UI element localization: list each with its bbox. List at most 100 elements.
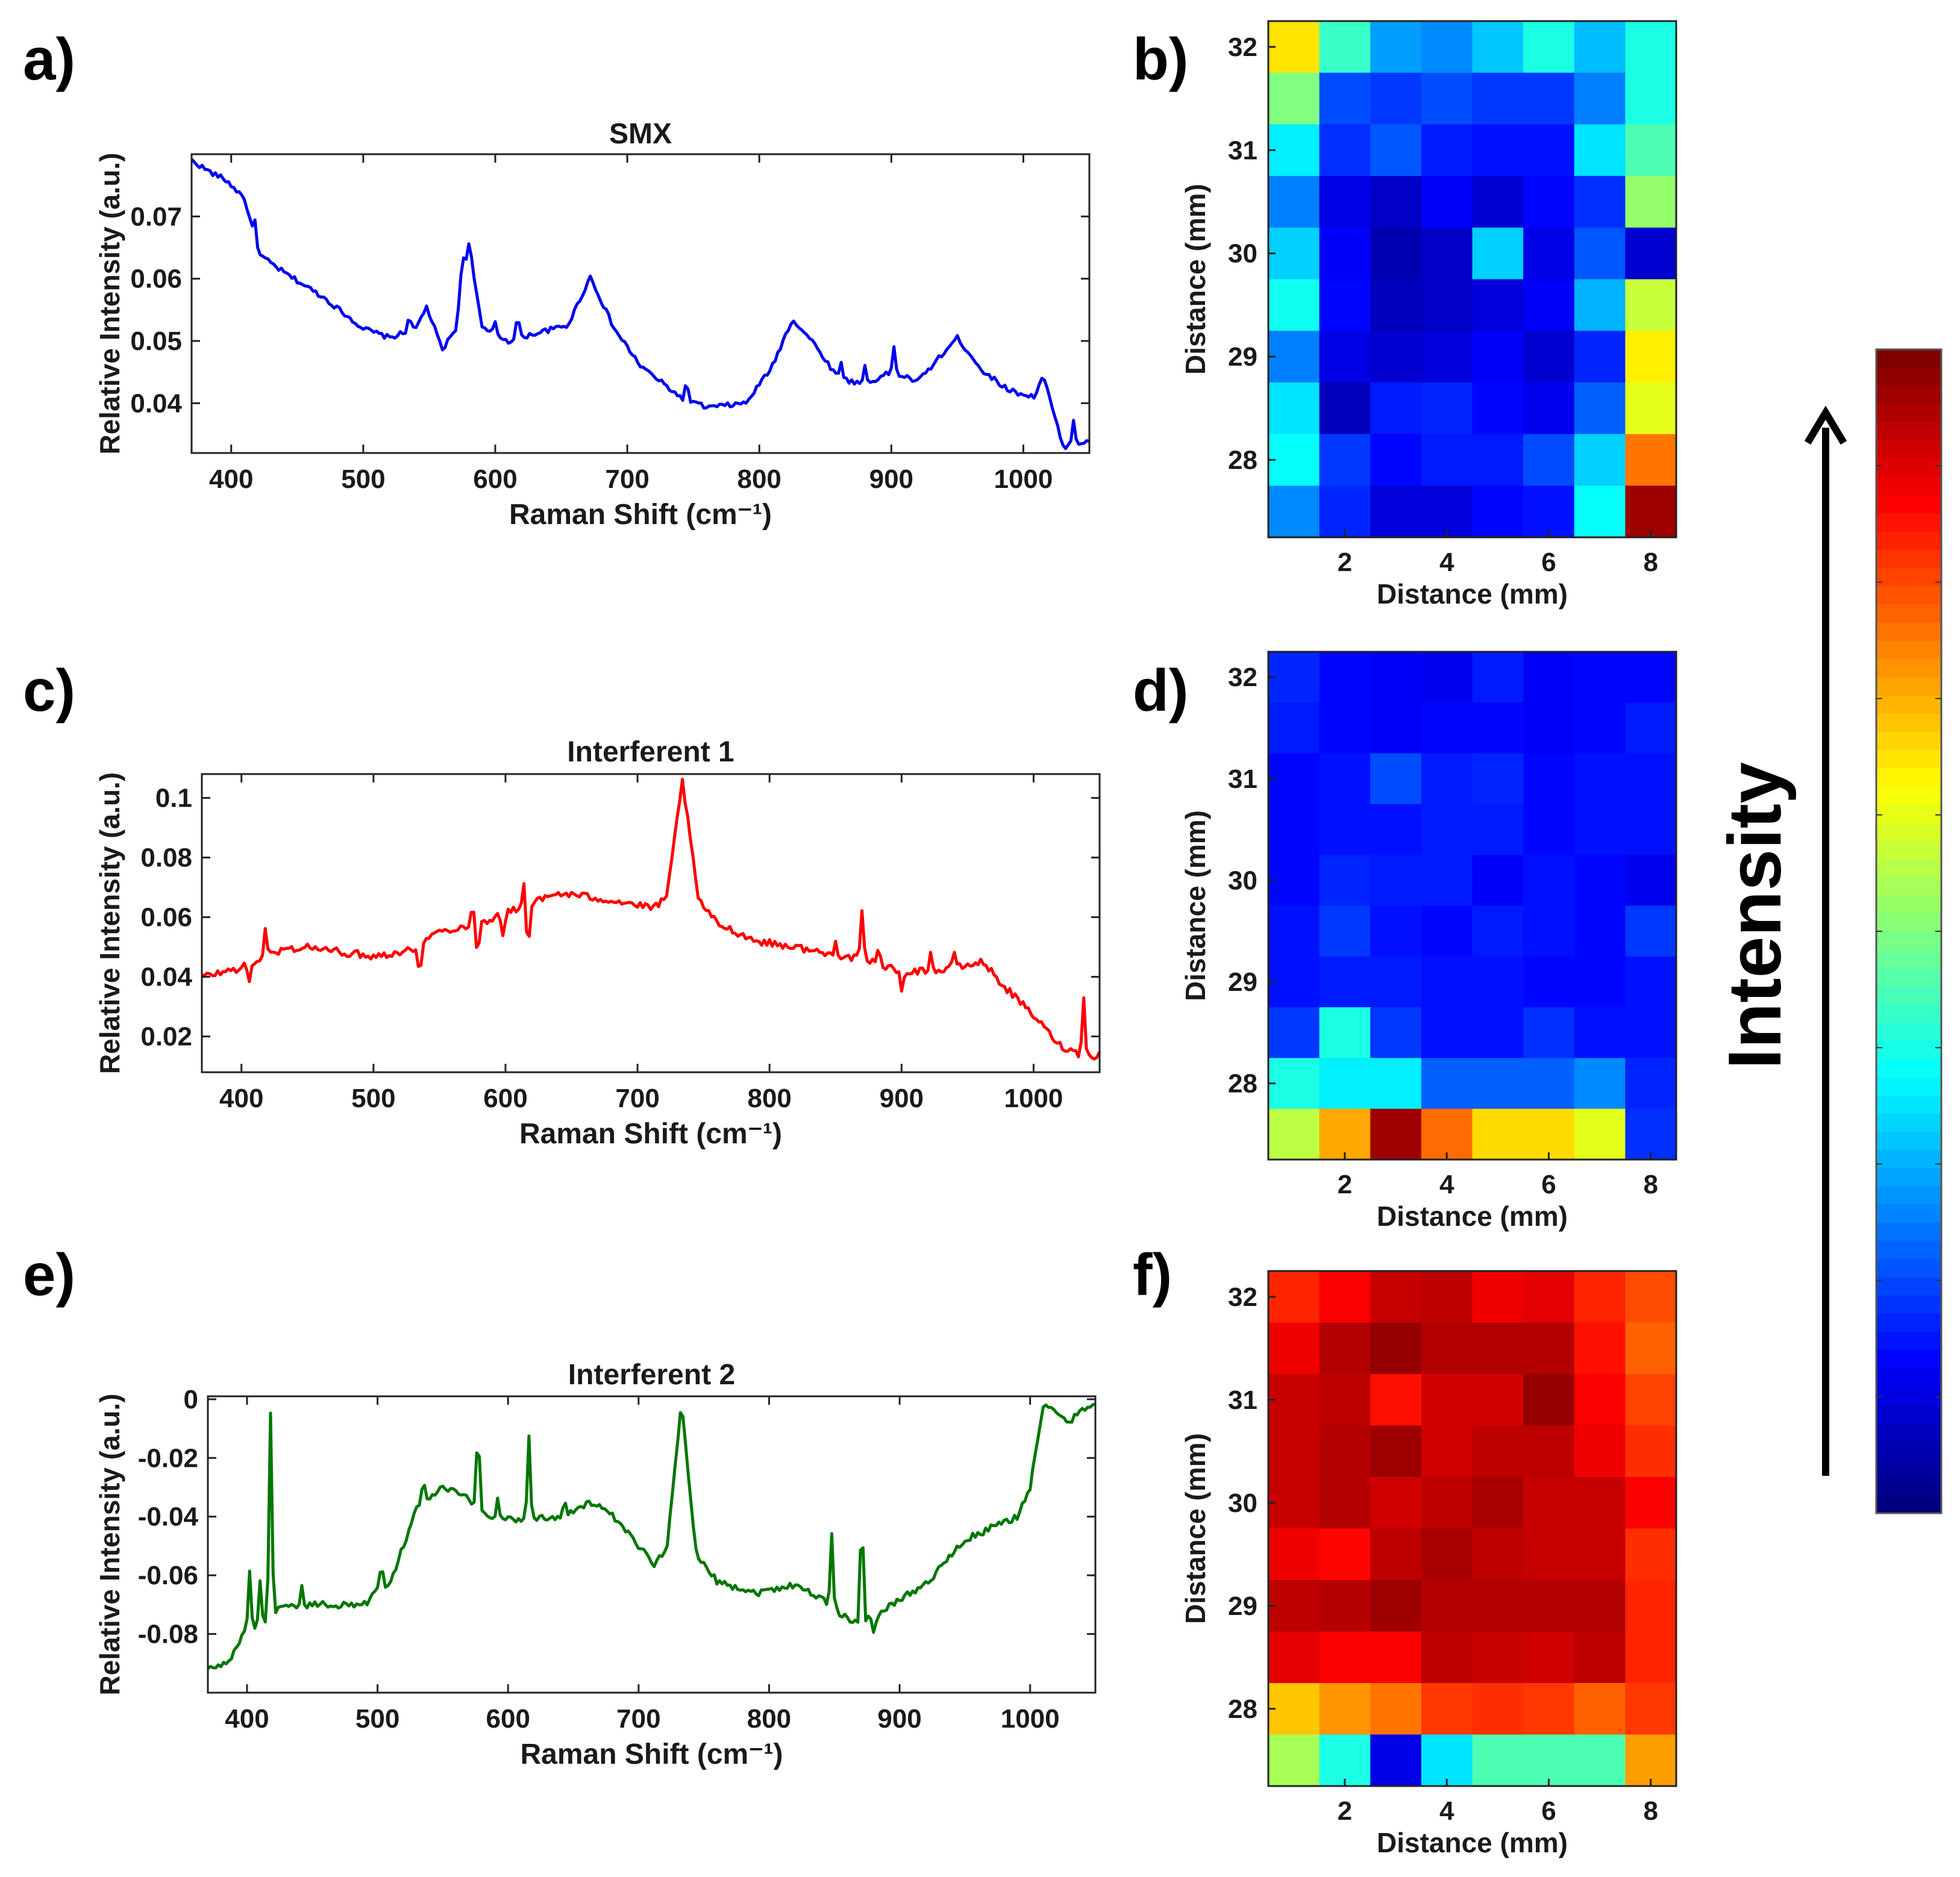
colorbar-segment <box>1876 931 1941 950</box>
heatmap-cell <box>1472 1007 1524 1058</box>
plot-frame <box>207 1395 1097 1694</box>
colorbar-segment <box>1876 622 1941 641</box>
heatmap-cell <box>1574 124 1626 176</box>
x-tick-label: 1000 <box>1001 1704 1060 1734</box>
heatmap-cell <box>1370 1477 1422 1529</box>
heatmap-cell <box>1370 331 1422 383</box>
x-axis-label: Raman Shift (cm⁻¹) <box>520 1738 783 1770</box>
x-axis-label: Raman Shift (cm⁻¹) <box>519 1118 782 1150</box>
colorbar-segment <box>1876 913 1941 932</box>
x-tick-label: 4 <box>1439 548 1454 577</box>
heatmap-cell <box>1370 434 1422 486</box>
panel-label-f: f) <box>1133 1241 1172 1308</box>
heatmap-frame <box>1267 1270 1677 1787</box>
heatmap-cell <box>1370 956 1422 1008</box>
heatmap-cell <box>1319 1007 1371 1058</box>
heatmap-cell <box>1472 72 1524 125</box>
x-tick-label: 1000 <box>1004 1084 1063 1113</box>
heatmap-cell <box>1472 1058 1524 1110</box>
heatmap-cell <box>1319 279 1371 331</box>
y-tick-label: -0.08 <box>138 1620 198 1649</box>
heatmap-cell <box>1625 702 1677 754</box>
heatmap-cell <box>1472 956 1524 1008</box>
heatmap-cell <box>1625 331 1677 383</box>
spectrum-line <box>207 1402 1096 1670</box>
colorbar-segment <box>1876 440 1941 459</box>
heatmap-cell <box>1523 804 1575 855</box>
heatmap-cell <box>1574 1580 1626 1632</box>
heatmap-cell <box>1421 1734 1473 1787</box>
heatmap-cell <box>1523 1058 1575 1110</box>
y-tick-label: 0.1 <box>155 784 192 813</box>
heatmap-cell <box>1370 486 1422 538</box>
colorbar-segment <box>1876 1040 1941 1060</box>
heatmap-cell <box>1370 1058 1422 1110</box>
heatmap-cell <box>1421 124 1473 176</box>
heatmap-cell <box>1523 124 1575 176</box>
heatmap-cell <box>1472 279 1524 331</box>
y-axis-label: Distance (mm) <box>1180 810 1211 1001</box>
colorbar-segment <box>1876 604 1941 623</box>
heatmap-cell <box>1268 753 1320 805</box>
heatmap-cell <box>1421 753 1473 805</box>
x-tick-label: 800 <box>737 464 781 494</box>
heatmap-cell <box>1472 1271 1524 1323</box>
x-tick-label: 400 <box>209 464 253 494</box>
spectrum-plot-interferent-1: 400 500 600 700 800 900 1000 0.02 0.04 0.06 0.08 0.… <box>94 736 1101 1150</box>
heatmap-cell <box>1625 753 1677 805</box>
heatmap-cell <box>1523 1477 1575 1529</box>
heatmap-cell <box>1370 176 1422 228</box>
colorbar-segment <box>1876 1131 1941 1151</box>
heatmap-cell <box>1421 804 1473 855</box>
y-tick-label: 30 <box>1228 239 1257 269</box>
x-tick-label: 900 <box>880 1084 924 1113</box>
heatmap-cell <box>1574 804 1626 855</box>
heatmap-cell <box>1523 1683 1575 1735</box>
heatmap-cell <box>1523 382 1575 435</box>
heatmap-cell <box>1472 486 1524 538</box>
colorbar-segment <box>1876 731 1941 750</box>
heatmap-cell <box>1472 1734 1524 1787</box>
heatmap-cell <box>1625 1271 1677 1323</box>
heatmap-cell <box>1421 486 1473 538</box>
x-tick-label: 900 <box>869 464 913 494</box>
heatmap-cell <box>1625 1631 1677 1684</box>
spectrum-plot-smx: 400 500 600 700 800 900 1000 0.04 0.05 0.06 0.07 SM… <box>94 118 1091 531</box>
x-tick-label: 400 <box>219 1084 263 1113</box>
heatmap-cell <box>1625 486 1677 538</box>
x-tick-label: 600 <box>473 464 517 494</box>
heatmap-cell <box>1268 227 1320 280</box>
colorbar-segment <box>1876 1004 1941 1023</box>
plot-title: SMX <box>609 118 672 150</box>
heatmap-cell <box>1370 1683 1422 1735</box>
heatmap-cell <box>1370 804 1422 855</box>
x-tick-label: 500 <box>351 1084 395 1113</box>
heatmap-cell <box>1625 72 1677 125</box>
heatmap-cell <box>1319 124 1371 176</box>
heatmap-cell <box>1523 331 1575 383</box>
y-axis-label: Distance (mm) <box>1180 184 1211 375</box>
heatmap-cell <box>1472 905 1524 957</box>
colorbar-label: Intensity <box>1714 762 1797 1069</box>
heatmap-cell <box>1574 227 1626 280</box>
x-tick-label: 700 <box>605 464 649 494</box>
heatmap-cell <box>1523 956 1575 1008</box>
colorbar-segment <box>1876 476 1941 496</box>
colorbar-segment <box>1876 513 1941 532</box>
colorbar-segment <box>1876 967 1941 987</box>
colorbar-segment <box>1876 458 1941 478</box>
heatmap-cell <box>1574 72 1626 125</box>
heatmap-cell <box>1268 855 1320 907</box>
colorbar-segment <box>1876 586 1941 605</box>
heatmap-cell <box>1574 1007 1626 1058</box>
colorbar-segment <box>1876 1276 1941 1296</box>
x-tick-label: 1000 <box>994 464 1053 494</box>
heatmap-cell <box>1574 331 1626 383</box>
heatmap-cell <box>1472 1425 1524 1478</box>
heatmap-cell <box>1523 486 1575 538</box>
heatmap-cell <box>1574 1425 1626 1478</box>
y-tick-label: 31 <box>1228 764 1257 794</box>
y-axis-label: Relative Intensity (a.u.) <box>94 152 125 454</box>
heatmap-cell <box>1574 753 1626 805</box>
colorbar-segment <box>1876 895 1941 914</box>
